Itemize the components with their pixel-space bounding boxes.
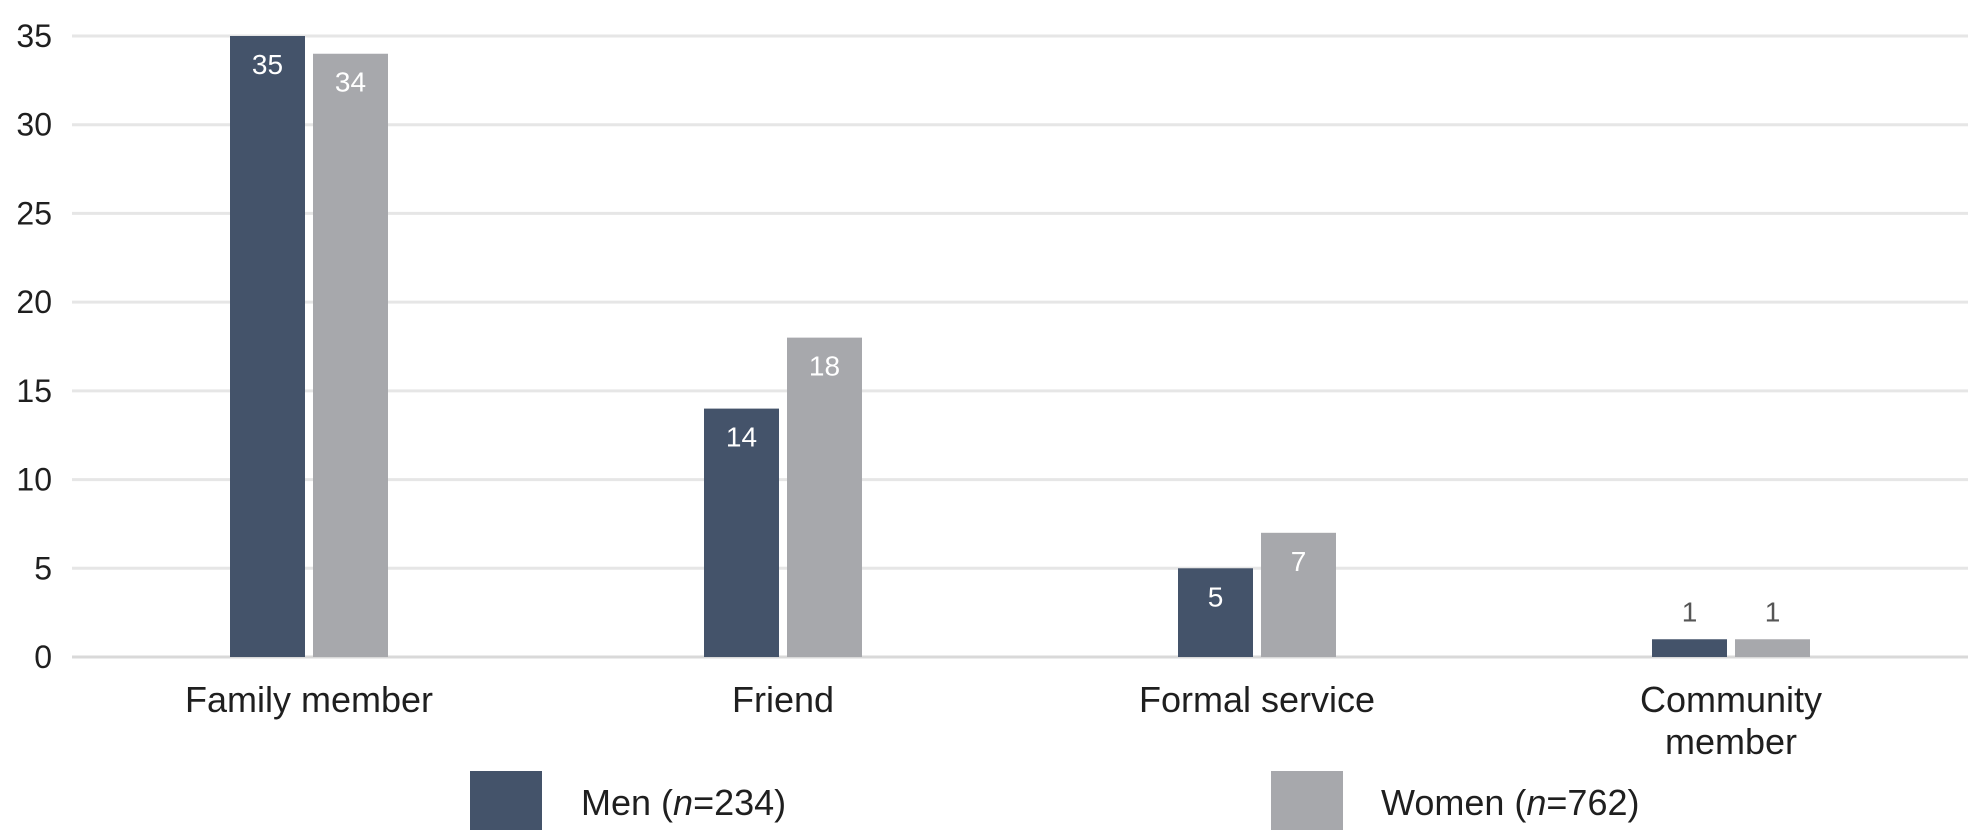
legend: Men (n=234) Women (n=762): [470, 771, 1639, 830]
bar-women-3: [1735, 639, 1810, 657]
category-label: Community member: [1640, 679, 1822, 762]
category-label-line: Formal service: [1139, 679, 1375, 720]
bar-women-0: [313, 53, 388, 657]
data-label-women-2: 7: [1291, 546, 1307, 577]
data-labels: 35 34 14 18 5 7 1 1: [252, 49, 1780, 627]
data-label-women-0: 34: [335, 67, 366, 98]
legend-swatch-women: [1271, 771, 1343, 830]
y-tick-label: 25: [16, 195, 52, 231]
legend-n: n: [1526, 782, 1546, 823]
legend-prefix: Women (: [1381, 782, 1526, 823]
y-axis: 0 5 10 15 20 25 30 35: [16, 18, 52, 675]
data-label-men-3: 1: [1682, 596, 1698, 627]
bar-women-1: [787, 337, 862, 657]
category-label: Formal service: [1139, 679, 1375, 720]
bar-men-1: [704, 408, 779, 657]
bars: [230, 36, 1810, 657]
category-label: Family member: [185, 679, 433, 720]
y-tick-label: 20: [16, 284, 52, 320]
data-label-men-0: 35: [252, 49, 283, 80]
legend-prefix: Men (: [581, 782, 673, 823]
legend-n: n: [673, 782, 693, 823]
category-label: Friend: [732, 679, 834, 720]
y-tick-label: 30: [16, 107, 52, 143]
category-label-line: Family member: [185, 679, 433, 720]
legend-label-men: Men (n=234): [581, 782, 786, 823]
bar-women-2: [1261, 532, 1336, 657]
legend-n-value: =234): [693, 782, 786, 823]
bar-men-3: [1652, 639, 1727, 657]
data-label-women-3: 1: [1765, 596, 1781, 627]
category-label-line: member: [1665, 721, 1797, 762]
y-tick-label: 0: [34, 639, 52, 675]
x-axis-categories: Family member Friend Formal service Communi…: [185, 679, 1822, 762]
category-label-line: Community: [1640, 679, 1822, 720]
legend-label-women: Women (n=762): [1381, 782, 1639, 823]
data-label-women-1: 18: [809, 351, 840, 382]
legend-swatch-men: [470, 771, 542, 830]
legend-n-value: =762): [1546, 782, 1639, 823]
y-tick-label: 5: [34, 550, 52, 586]
data-label-men-1: 14: [726, 422, 757, 453]
category-label-line: Friend: [732, 679, 834, 720]
bar-men-0: [230, 36, 305, 657]
y-tick-label: 10: [16, 462, 52, 498]
y-tick-label: 15: [16, 373, 52, 409]
data-label-men-2: 5: [1208, 581, 1224, 612]
bar-men-2: [1178, 568, 1253, 657]
y-tick-label: 35: [16, 18, 52, 54]
